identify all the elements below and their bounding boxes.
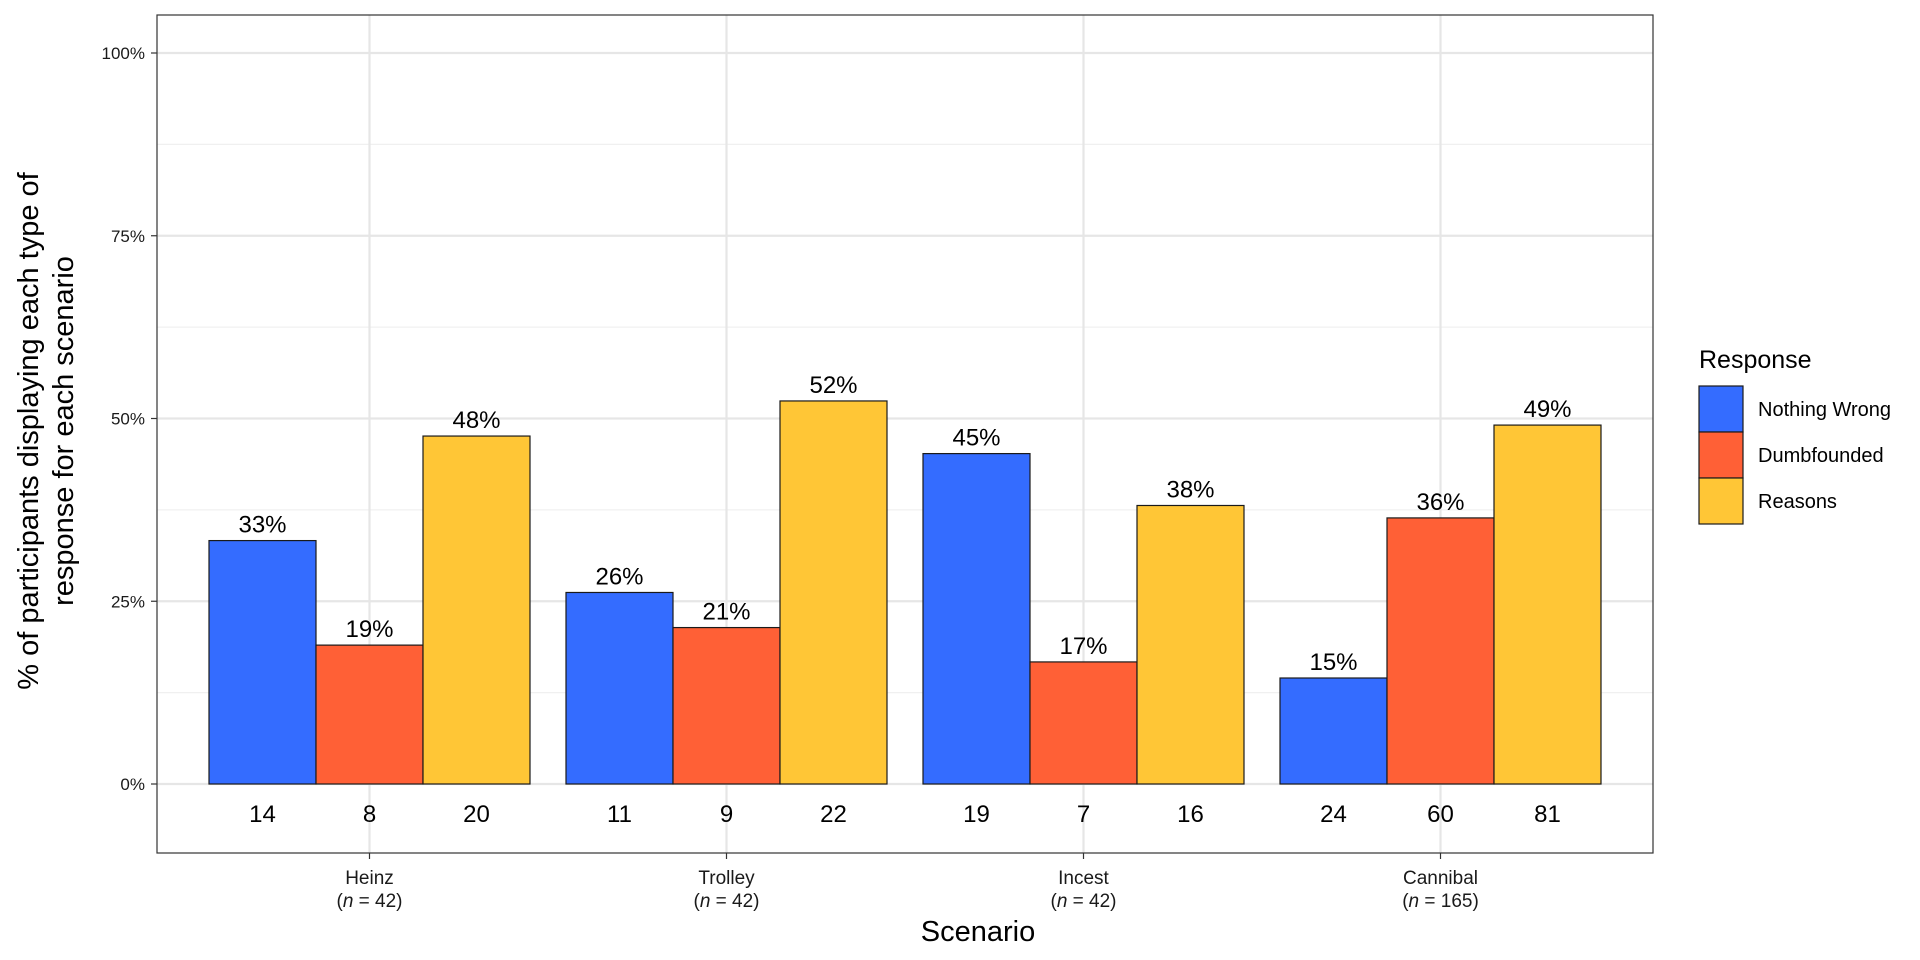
x-category-sample-size: (n = 42): [336, 891, 402, 912]
bar: [422, 435, 531, 785]
x-axis: Heinz(n = 42)Trolley(n = 42)Incest(n = 4…: [336, 853, 1479, 912]
bar-percent-label: 26%: [595, 563, 643, 590]
bar-percent-label: 48%: [452, 407, 500, 434]
bar-count-label: 60: [1427, 801, 1454, 828]
y-axis-title-line-2: response for each scenario: [48, 256, 80, 606]
bar: [1493, 424, 1602, 785]
legend-title: Response: [1699, 346, 1812, 374]
y-tick-label: 75%: [111, 227, 145, 246]
legend-key: [1698, 385, 1744, 433]
x-category-label: Incest: [1058, 868, 1109, 889]
bar-group: 33% 14 19% 8 48% 20 26% 11 21% 9 52% 22 45% 19 17% 7 38%…: [208, 372, 1602, 828]
bar: [1279, 677, 1388, 785]
bar: [208, 539, 317, 785]
bar-count-label: 11: [607, 801, 632, 828]
y-tick-label: 50%: [111, 410, 145, 429]
bar-percent-label: 38%: [1166, 476, 1214, 503]
bar-count-label: 19: [963, 801, 990, 828]
y-axis: 0% 25% 50% 75% 100%: [102, 44, 157, 794]
bar-count-label: 20: [463, 801, 490, 828]
legend-label: Nothing Wrong: [1758, 399, 1891, 421]
x-category-label: Heinz: [345, 868, 394, 889]
y-tick-label: 100%: [102, 44, 145, 63]
bar-percent-label: 19%: [345, 616, 393, 643]
bar-percent-label: 17%: [1059, 633, 1107, 660]
legend: Response Nothing Wrong Dumbfounded Reasons: [1698, 346, 1891, 525]
bar-count-label: 7: [1077, 801, 1090, 828]
y-tick-label: 25%: [111, 592, 145, 611]
legend-label: Dumbfounded: [1758, 445, 1884, 467]
legend-key: [1698, 431, 1744, 479]
bar: [1029, 661, 1138, 785]
bar-percent-label: 36%: [1416, 489, 1464, 516]
bar-percent-label: 15%: [1309, 649, 1357, 676]
bar-count-label: 81: [1534, 801, 1561, 828]
bar-count-label: 24: [1320, 801, 1347, 828]
bar: [1386, 517, 1495, 785]
legend-key: [1698, 477, 1744, 525]
bar-percent-label: 49%: [1523, 396, 1571, 423]
bar-count-label: 14: [249, 801, 276, 828]
bar: [1136, 504, 1245, 785]
bar-percent-label: 33%: [238, 512, 286, 539]
x-category-sample-size: (n = 42): [693, 891, 759, 912]
legend-label: Reasons: [1758, 491, 1837, 513]
bar: [672, 626, 781, 785]
bar: [565, 591, 674, 785]
x-category-sample-size: (n = 42): [1050, 891, 1116, 912]
bar-percent-label: 45%: [952, 425, 1000, 452]
x-category-label: Cannibal: [1403, 868, 1478, 889]
bar-count-label: 16: [1177, 801, 1204, 828]
bar-percent-label: 52%: [809, 372, 857, 399]
x-category-sample-size: (n = 165): [1402, 891, 1479, 912]
y-tick-label: 0%: [120, 775, 145, 794]
x-category-label: Trolley: [698, 868, 755, 889]
bar-count-label: 9: [720, 801, 733, 828]
bar-percent-label: 21%: [702, 599, 750, 626]
bar: [779, 400, 888, 785]
plot-panel-border: [156, 14, 1654, 854]
y-axis-title-line-1: % of participants displaying each type o…: [13, 171, 45, 689]
x-axis-title: Scenario: [921, 916, 1035, 948]
bar-count-label: 22: [820, 801, 847, 828]
bar: [315, 644, 424, 785]
bar: [922, 452, 1031, 785]
bar-count-label: 8: [363, 801, 376, 828]
